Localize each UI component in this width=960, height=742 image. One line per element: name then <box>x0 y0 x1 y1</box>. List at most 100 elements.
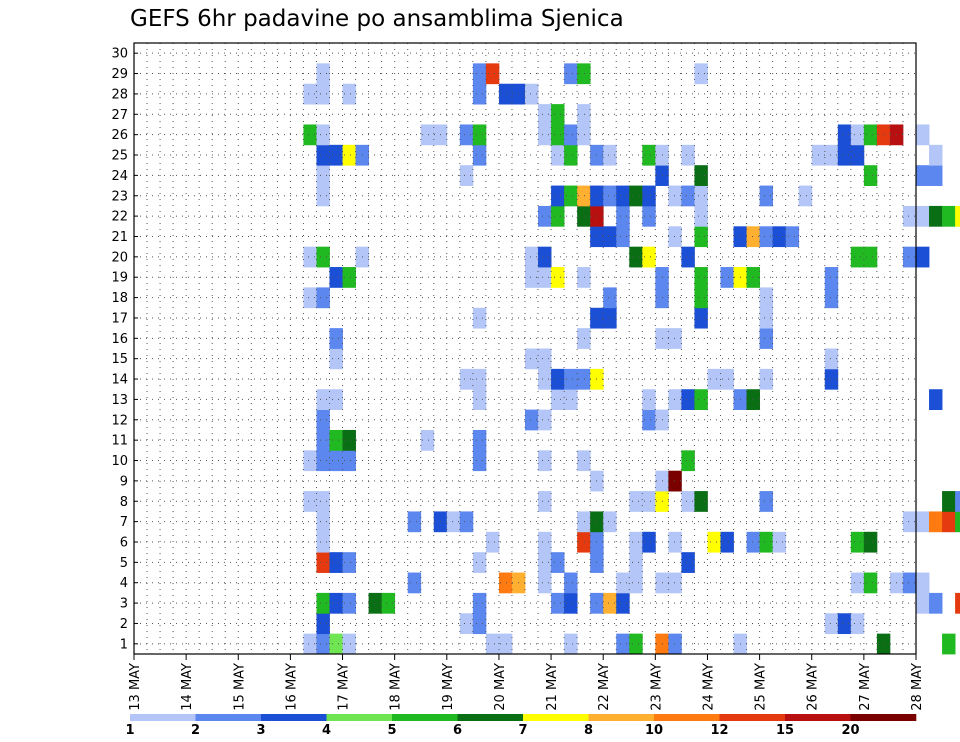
heatmap-cell <box>564 63 578 85</box>
heatmap-cell <box>342 450 356 472</box>
y-tick-label: 19 <box>111 271 128 286</box>
heatmap-cell <box>525 409 539 431</box>
heatmap-cell <box>538 552 552 573</box>
heatmap-cell <box>642 531 656 553</box>
heatmap-cell <box>837 613 852 635</box>
x-tick-label: 25 MAY <box>754 663 769 711</box>
heatmap-cell <box>629 185 643 207</box>
heatmap-cell <box>538 348 552 370</box>
heatmap-cell <box>850 572 865 594</box>
chart-title: GEFS 6hr padavine po ansamblima Sjenica <box>130 6 624 32</box>
heatmap-cell <box>551 144 565 166</box>
heatmap-cell <box>564 592 578 614</box>
heatmap-cell <box>694 389 708 410</box>
heatmap-cell <box>759 287 774 309</box>
heatmap-cell <box>472 613 487 635</box>
heatmap-cell <box>577 124 591 146</box>
y-tick-label: 10 <box>111 454 128 469</box>
heatmap-cell <box>472 307 487 329</box>
heatmap-cell <box>824 287 839 309</box>
heatmap-cell <box>629 491 643 512</box>
colorbar-swatch <box>261 714 327 721</box>
heatmap-cell <box>929 144 943 166</box>
heatmap-cell <box>551 389 565 410</box>
heatmap-cell <box>603 185 617 207</box>
heatmap-cell <box>303 633 317 655</box>
x-tick-label: 27 MAY <box>858 663 873 711</box>
heatmap-cell <box>668 185 682 207</box>
heatmap-cell <box>929 511 943 533</box>
heatmap-cell <box>420 429 435 451</box>
heatmap-cell <box>564 389 578 410</box>
y-tick-label: 9 <box>120 474 128 489</box>
heatmap-cell <box>303 83 317 105</box>
heatmap-cell <box>577 328 591 349</box>
heatmap-cell <box>824 348 839 370</box>
plot-frame <box>133 42 917 655</box>
y-tick-label: 20 <box>111 250 128 265</box>
heatmap-cell <box>955 592 960 614</box>
heatmap-cell <box>564 368 578 390</box>
heatmap-cell <box>577 368 591 390</box>
heatmap-cell <box>551 552 565 573</box>
heatmap-cell <box>564 144 578 166</box>
heatmap-cell <box>538 267 552 288</box>
heatmap-cell <box>329 328 343 349</box>
heatmap-cell <box>472 368 487 390</box>
heatmap-cell <box>942 205 956 227</box>
heatmap-cell <box>642 246 656 268</box>
heatmap-cell <box>798 185 813 207</box>
heatmap-cell <box>329 552 343 573</box>
colorbar-label: 6 <box>453 723 462 738</box>
heatmap-cell <box>407 572 422 594</box>
colorbar-label: 12 <box>710 723 728 738</box>
heatmap-cell <box>616 205 630 227</box>
y-tick-label: 7 <box>120 515 128 530</box>
heatmap-cell <box>472 592 487 614</box>
colorbar-swatch <box>785 714 851 721</box>
heatmap-cell <box>850 613 865 635</box>
heatmap-cell <box>863 531 878 553</box>
x-tick-label: 24 MAY <box>701 663 716 711</box>
heatmap-cell <box>551 592 565 614</box>
heatmap-cell <box>616 633 630 655</box>
heatmap-cell <box>551 124 565 146</box>
heatmap-cell <box>472 63 487 85</box>
x-axis: 13 MAY 14 MAY 15 MAY 16 MAY 17 MAY 18 MAY 19 M… <box>128 654 925 711</box>
heatmap-cell <box>694 226 708 248</box>
colorbar-swatch <box>195 714 262 721</box>
heatmap-cell <box>629 246 643 268</box>
x-tick-label: 26 MAY <box>806 663 821 711</box>
dotted-grid <box>134 43 916 654</box>
heatmap-cell <box>929 165 943 186</box>
heatmap-cell <box>316 83 330 105</box>
heatmap-cell <box>564 124 578 146</box>
heatmap-cell <box>772 531 787 553</box>
heatmap-cell <box>642 409 656 431</box>
heatmap-cell <box>316 124 330 146</box>
heatmap-cell <box>642 185 656 207</box>
colorbar-swatch <box>654 714 720 721</box>
heatmap-cell <box>498 83 513 105</box>
y-tick-label: 17 <box>111 311 128 326</box>
x-tick-label: 13 MAY <box>128 663 143 711</box>
heatmap-cell <box>485 63 500 85</box>
heatmap-cell <box>824 267 839 288</box>
y-tick-label: 23 <box>111 189 128 204</box>
heatmap-cell <box>955 491 960 512</box>
heatmap-cell <box>303 124 317 146</box>
heatmap-cell <box>603 511 617 533</box>
y-tick-label: 1 <box>120 637 128 652</box>
heatmap-cell <box>863 165 878 186</box>
heatmap-cell <box>551 368 565 390</box>
y-tick-label: 24 <box>111 169 128 184</box>
heatmap-cell <box>759 328 774 349</box>
colorbar-label: 20 <box>841 723 859 738</box>
heatmap-cell <box>616 185 630 207</box>
heatmap-cell <box>902 511 917 533</box>
heatmap-cell <box>837 124 852 146</box>
heatmap-cell <box>316 63 330 85</box>
colorbar-swatch <box>326 714 393 721</box>
heatmap-cell <box>342 552 356 573</box>
heatmap-cell <box>316 531 330 553</box>
